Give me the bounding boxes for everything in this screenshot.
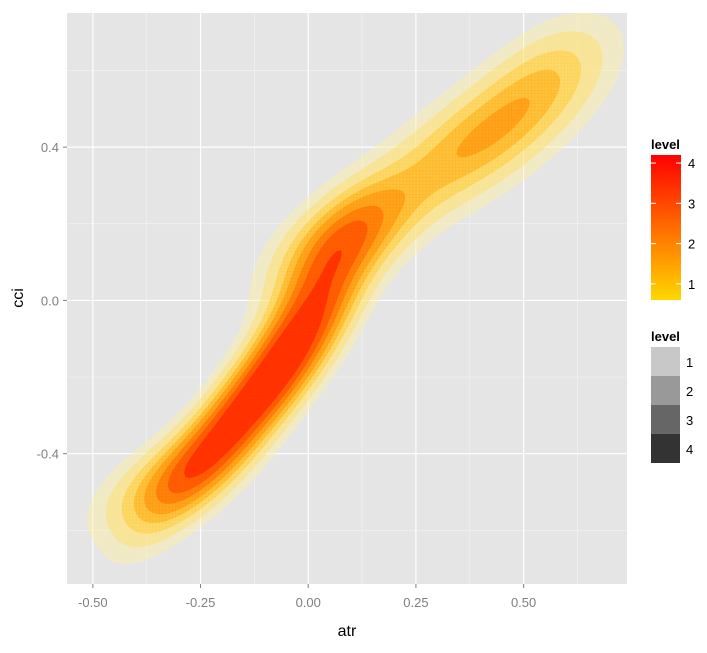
color-legend-bar — [651, 155, 681, 300]
color-legend-label: 4 — [688, 156, 695, 171]
y-axis-ticks: -0.4 0.0 0.4 — [37, 140, 67, 462]
alpha-legend-key — [651, 376, 680, 405]
color-legend-label: 1 — [688, 277, 695, 292]
alpha-legend: level 1 2 3 4 — [651, 329, 693, 463]
alpha-legend-key — [651, 347, 680, 376]
alpha-legend-key — [651, 405, 680, 434]
y-axis-title: cci — [10, 288, 27, 308]
alpha-legend-items: 1 2 3 4 — [651, 347, 693, 463]
y-tick-label: 0.4 — [41, 140, 59, 155]
color-legend: level 1 2 3 4 — [651, 137, 695, 300]
x-tick-label: -0.25 — [186, 595, 216, 610]
x-tick-label: 0.25 — [403, 595, 428, 610]
x-tick-label: 0.50 — [511, 595, 536, 610]
y-tick-label: 0.0 — [41, 293, 59, 308]
color-legend-label: 3 — [688, 196, 695, 211]
alpha-legend-title: level — [651, 329, 680, 344]
color-legend-title: level — [651, 137, 680, 152]
alpha-legend-label: 2 — [686, 384, 693, 399]
alpha-legend-key — [651, 434, 680, 463]
alpha-legend-label: 1 — [686, 355, 693, 370]
alpha-legend-label: 4 — [686, 442, 693, 457]
x-axis-title: atr — [338, 623, 357, 640]
x-tick-label: 0.00 — [296, 595, 321, 610]
density-contours — [86, 12, 624, 565]
color-legend-ticks: 1 2 3 4 — [651, 156, 695, 292]
y-tick-label: -0.4 — [37, 447, 59, 462]
x-axis-ticks: -0.50 -0.25 0.00 0.25 0.50 — [78, 584, 536, 610]
density-contour-level — [184, 249, 342, 479]
color-legend-label: 2 — [688, 237, 695, 252]
alpha-legend-label: 3 — [686, 413, 693, 428]
x-tick-label: -0.50 — [78, 595, 108, 610]
